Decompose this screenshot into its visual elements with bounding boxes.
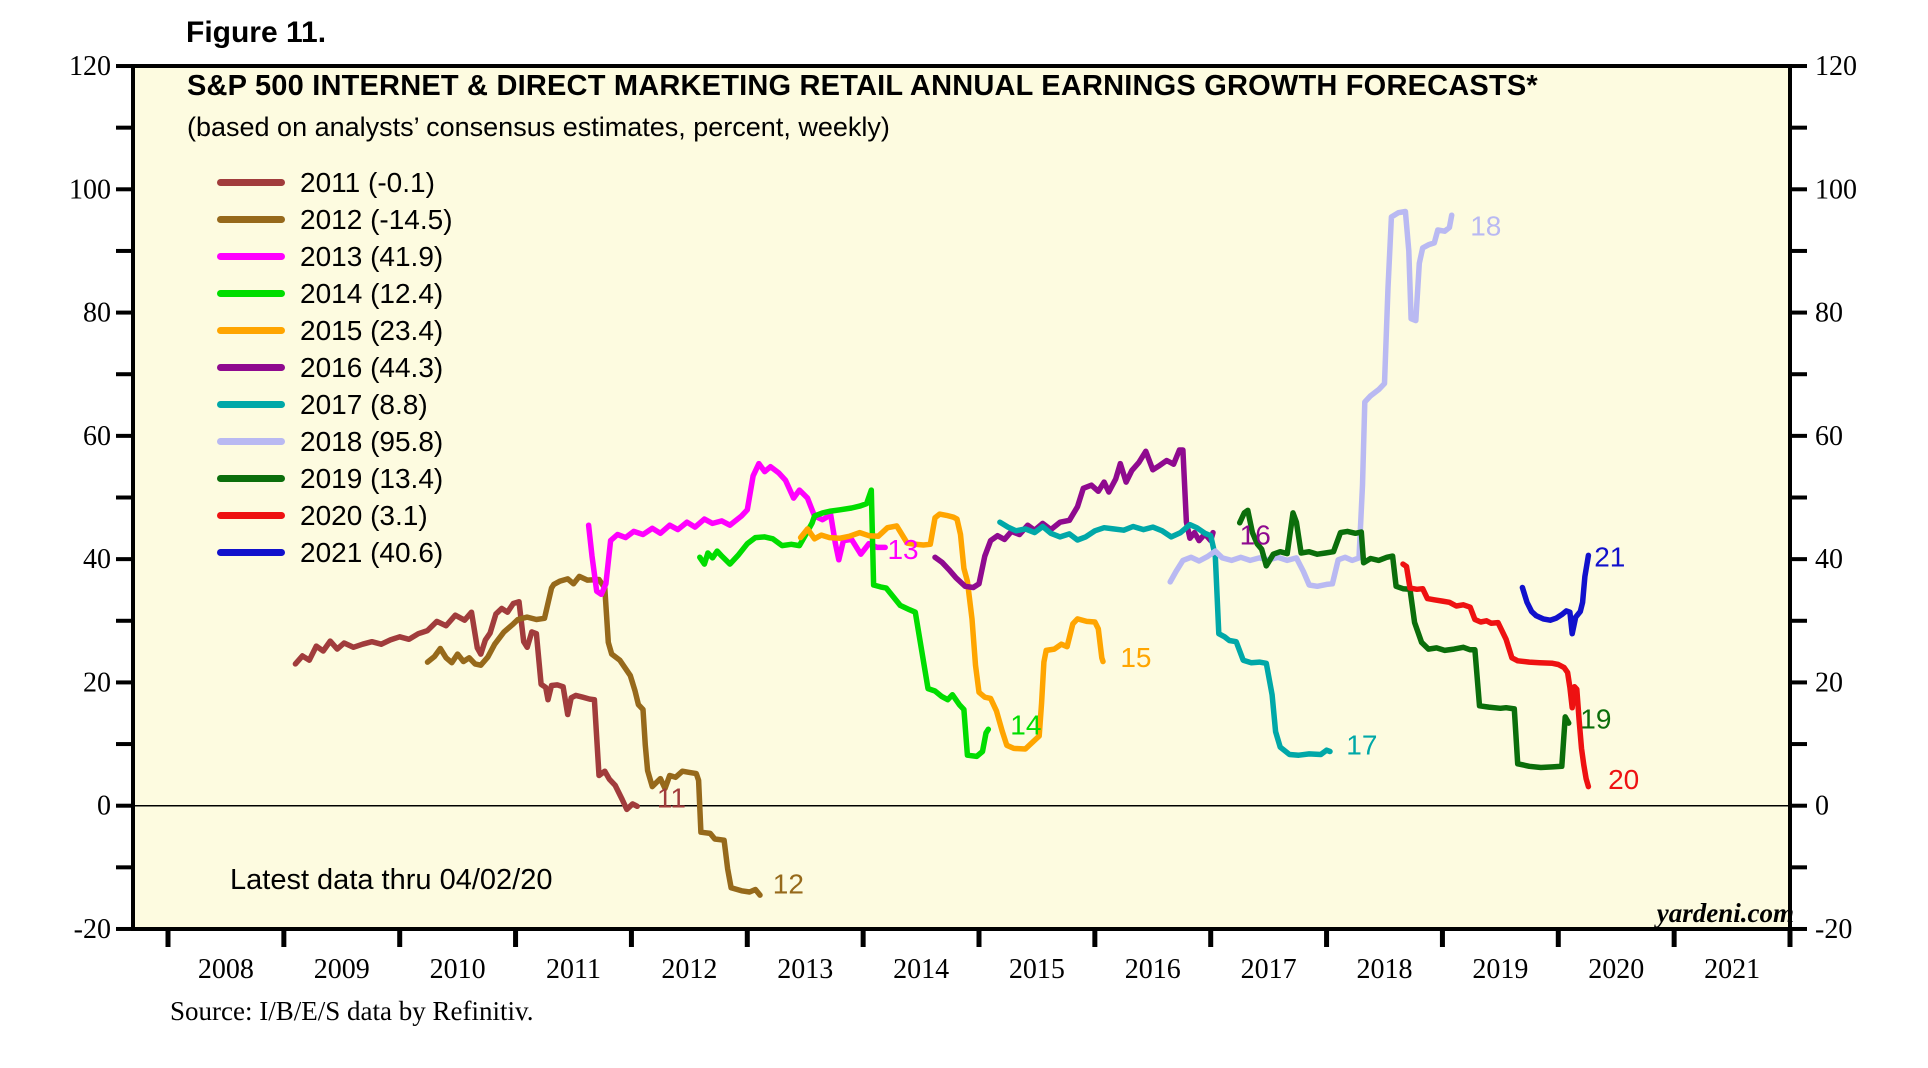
legend-swatch-2021 [217,549,285,556]
legend-swatch-2012 [217,216,285,223]
x-axis-label: 2017 [1241,954,1297,985]
source-note: Source: I/B/E/S data by Refinitiv. [170,996,534,1026]
legend-item-2014: 2014 (12.4) [217,275,453,312]
legend-item-2018: 2018 (95.8) [217,423,453,460]
series-tag-2016: 16 [1240,520,1271,551]
legend-swatch-2013 [217,253,285,260]
series-tag-2020: 20 [1608,764,1639,795]
legend-swatch-2018 [217,438,285,445]
x-axis-label: 2010 [430,954,486,985]
x-axis-label: 2021 [1704,954,1760,985]
x-axis-label: 2016 [1125,954,1181,985]
x-axis-label: 2018 [1356,954,1412,985]
x-axis-label: 2020 [1588,954,1644,985]
series-line-2017 [997,519,1333,758]
legend-swatch-2014 [217,290,285,297]
x-axis-label: 2013 [777,954,833,985]
plot-frame [131,64,1792,931]
legend-item-2017: 2017 (8.8) [217,386,453,423]
x-axis-label: 2011 [546,954,601,985]
legend-label-2012: 2012 (-14.5) [300,203,453,235]
y-axis-label-right: 100 [1815,174,1857,205]
series-tag-2014: 14 [1010,710,1041,741]
chart-title: S&P 500 INTERNET & DIRECT MARKETING RETA… [187,70,1538,102]
legend-label-2014: 2014 (12.4) [300,277,444,309]
y-axis-label-left: 40 [83,544,111,575]
y-axis-label-right: 40 [1815,544,1843,575]
y-axis-label-left: 100 [69,174,111,205]
series-tag-2011: 11 [657,782,686,813]
legend-label-2020: 2020 (3.1) [300,499,428,531]
legend-label-2015: 2015 (23.4) [300,314,444,346]
legend-item-2016: 2016 (44.3) [217,349,453,386]
latest-data-note: Latest data thru 04/02/20 [230,864,553,896]
legend-item-2011: 2011 (-0.1) [217,164,453,201]
legend-item-2012: 2012 (-14.5) [217,201,453,238]
y-axis-label-right: 60 [1815,421,1843,452]
x-axis-label: 2014 [893,954,949,985]
y-axis-label-left: 20 [83,667,111,698]
series-line-2018 [1167,208,1455,590]
legend-label-2013: 2013 (41.9) [300,240,444,272]
legend-swatch-2020 [217,512,285,519]
series-line-2011 [292,598,640,813]
y-axis-label-left: 0 [97,791,111,822]
y-axis-label-right: 120 [1815,51,1857,82]
series-tag-2013: 13 [887,534,918,565]
series-tag-2018: 18 [1470,210,1501,241]
x-axis-label: 2008 [198,954,254,985]
yardeni-watermark: yardeni.com [1656,898,1794,928]
figure-label: Figure 11. [186,16,327,49]
legend-label-2011: 2011 (-0.1) [300,166,435,198]
chart-legend: 2011 (-0.1) 2012 (-14.5) 2013 (41.9) 2014 (… [217,164,453,571]
series-line-2015 [797,511,1106,752]
series-line-2021 [1519,552,1592,637]
series-line-2016 [932,447,1216,591]
legend-item-2015: 2015 (23.4) [217,312,453,349]
series-line-2012 [424,573,763,898]
x-axis-label: 2012 [661,954,717,985]
legend-item-2013: 2013 (41.9) [217,238,453,275]
series-tag-2012: 12 [773,869,804,900]
series-line-2013 [585,460,888,598]
legend-swatch-2011 [217,179,285,186]
y-axis-label-left: 120 [69,51,111,82]
legend-swatch-2015 [217,327,285,334]
legend-label-2018: 2018 (95.8) [300,425,444,457]
chart-subtitle: (based on analysts’ consensus estimates,… [187,112,890,142]
x-axis-label: 2019 [1472,954,1528,985]
y-axis-label-left: 80 [83,298,111,329]
legend-swatch-2017 [217,401,285,408]
y-axis-label-right: 0 [1815,791,1829,822]
legend-swatch-2019 [217,475,285,482]
y-axis-label-left: 60 [83,421,111,452]
series-line-2020 [1400,561,1592,790]
legend-item-2020: 2020 (3.1) [217,497,453,534]
legend-swatch-2016 [217,364,285,371]
series-tag-2015: 15 [1120,642,1151,673]
y-axis-label-right: 20 [1815,667,1843,698]
series-tag-2017: 17 [1346,729,1377,760]
legend-label-2021: 2021 (40.6) [300,536,444,568]
series-line-2014 [697,487,992,760]
y-axis-label-left: -20 [74,914,111,945]
series-tag-2021: 21 [1594,541,1625,572]
legend-item-2021: 2021 (40.6) [217,534,453,571]
legend-label-2017: 2017 (8.8) [300,388,428,420]
legend-label-2016: 2016 (44.3) [300,351,444,383]
y-axis-label-right: 80 [1815,298,1843,329]
legend-item-2019: 2019 (13.4) [217,460,453,497]
series-line-2019 [1236,507,1572,771]
x-axis-label: 2015 [1009,954,1065,985]
x-axis-label: 2009 [314,954,370,985]
series-tag-2019: 19 [1580,703,1611,734]
legend-label-2019: 2019 (13.4) [300,462,444,494]
y-axis-label-right: -20 [1815,914,1852,945]
